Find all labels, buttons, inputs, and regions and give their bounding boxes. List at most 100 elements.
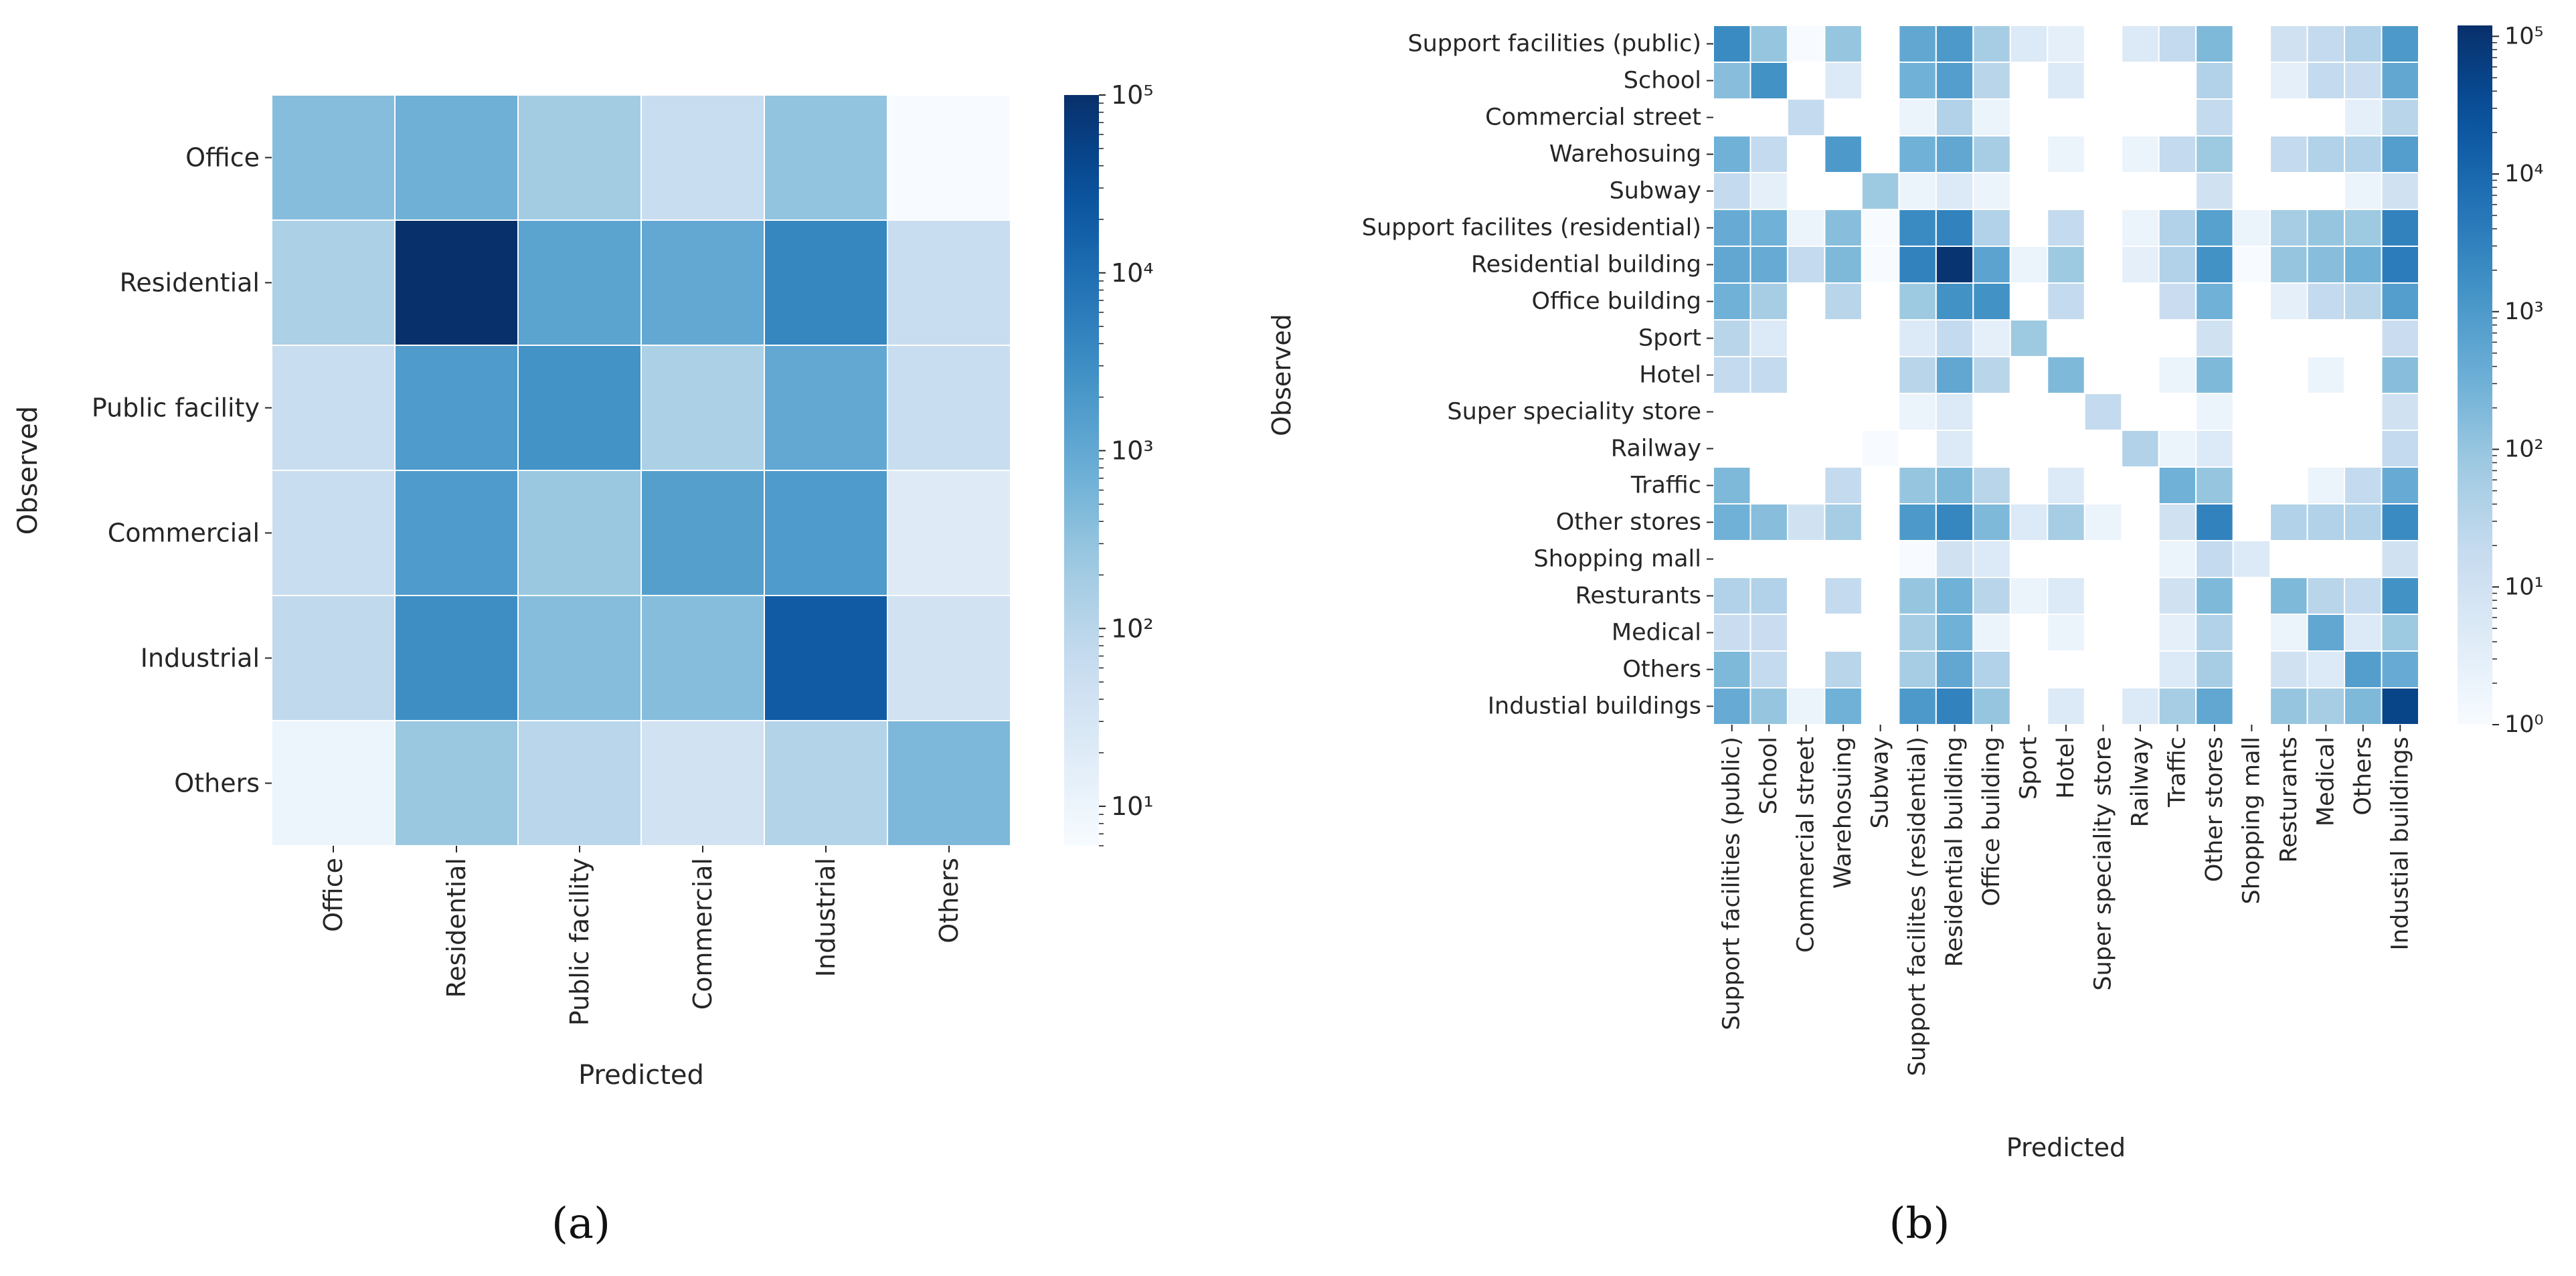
heatmap-a-colorbar-ticks: 10¹ 10² 10³ 10⁴ 10⁵ [1099,80,1154,846]
heatmap-cell [2269,282,2308,321]
colorbar-tick-label: 10³ [1111,436,1154,466]
heatmap-cell [2306,246,2346,284]
column-label-medical: Medical [2312,737,2339,826]
heatmap-cell [2306,577,2346,615]
heatmap-cell [2269,209,2308,247]
heatmap-cell [1898,25,1937,63]
colorbar-tick-label: 10¹ [2504,573,2544,600]
row-label-resturants: Resturants [1575,583,1701,610]
heatmap-cell [1972,614,2011,652]
heatmap-cell [764,470,888,596]
row-label-traffic: Traffic [1630,472,1701,499]
heatmap-cell [2269,614,2308,652]
heatmap-cell [1935,25,1974,63]
heatmap-cell [2269,687,2308,725]
heatmap-cell [2158,503,2197,541]
heatmap-b-colorbar: 10⁰ 10¹ 10² 10³ 10⁴ 10⁵ [2458,23,2544,738]
colorbar-tick-label: 10⁵ [1111,80,1154,110]
heatmap-cell [1972,687,2011,725]
heatmap-cell [2195,282,2234,321]
heatmap-cell [2381,577,2420,615]
heatmap-cell [1749,282,1788,321]
row-label-other-stores: Other stores [1556,509,1701,536]
heatmap-cell [2306,209,2346,247]
heatmap-cell [2158,540,2197,578]
heatmap-cell [2195,540,2234,578]
heatmap-cell [1713,282,1751,321]
heatmap-cell [1935,540,1974,578]
heatmap-cell [271,720,396,846]
heatmap-cell [1972,503,2011,541]
row-label-others: Others [174,769,260,798]
heatmap-cell [271,94,396,221]
heatmap-cell [2158,25,2197,63]
heatmap-cell [2009,577,2049,615]
heatmap-cell [2381,393,2420,431]
heatmap-cell [2344,282,2383,321]
colorbar-tick-label: 10² [1111,614,1154,643]
heatmap-cell [1824,25,1863,63]
row-label-others: Others [1622,656,1701,683]
row-label-sport: Sport [1638,325,1701,352]
heatmap-cell [1749,356,1788,394]
heatmap-cell [2047,209,2085,247]
heatmap-cell [2009,503,2049,541]
heatmap-cell [2306,356,2346,394]
colorbar-tick-label: 10² [2504,436,2544,463]
heatmap-cell [1972,577,2011,615]
heatmap-cell [2344,687,2383,725]
heatmap-cell [2195,466,2234,505]
heatmap-cell [1749,62,1788,100]
heatmap-cell [1972,62,2011,100]
heatmap-cell [2047,62,2085,100]
heatmap-cell [1898,503,1937,541]
heatmap-a-x-axis-label: Predicted [578,1060,704,1091]
heatmap-cell [2158,209,2197,247]
heatmap-cell [2381,209,2420,247]
heatmap-cell [2047,577,2085,615]
heatmap-cell [1786,687,1826,725]
heatmap-cell [2047,25,2085,63]
heatmap-cell [1935,282,1974,321]
column-label-others: Others [2350,737,2377,816]
row-label-residential: Residential [120,268,260,298]
heatmap-cell [1713,135,1751,173]
row-label-railway: Railway [1611,436,1701,462]
heatmap-cell [2381,614,2420,652]
heatmap-cell [2195,356,2234,394]
heatmap-cell [2009,25,2049,63]
heatmap-cell [2083,393,2123,431]
heatmap-cell [1972,172,2011,210]
heatmap-cell [517,219,642,346]
heatmap-cell [517,94,642,221]
heatmap-cell [2195,209,2234,247]
column-label-resturants: Resturants [2276,737,2302,862]
column-label-commercial: Commercial [688,858,717,1010]
heatmap-cell [2195,577,2234,615]
heatmap-cell [1972,135,2011,173]
heatmap-cell [1898,356,1937,394]
heatmap-cell [1898,540,1937,578]
colorbar-tick-label: 10⁵ [2504,23,2544,50]
heatmap-cell [2269,62,2308,100]
heatmap-cell [1786,209,1826,247]
heatmap-cell [2158,282,2197,321]
heatmap-cell [1935,172,1974,210]
heatmap-a-column-labels: Office Residential Public facility Commerci… [319,846,964,1026]
row-label-commercial: Commercial [108,519,260,548]
heatmap-b-x-axis-label: Predicted [2006,1133,2126,1162]
heatmap-cell [2195,503,2234,541]
heatmap-cell [2344,25,2383,63]
heatmap-cell [1898,209,1937,247]
heatmap-cell [2306,650,2346,689]
heatmap-cell [394,94,519,221]
heatmap-cell [1935,687,1974,725]
heatmap-cell [1898,246,1937,284]
column-label-shopping-mall: Shopping mall [2238,737,2265,905]
heatmap-cell [2269,25,2308,63]
heatmap-cell [2047,135,2085,173]
heatmap-cell [1749,503,1788,541]
heatmap-cell [1713,319,1751,357]
heatmap-cell [2195,62,2234,100]
heatmap-cell [1713,687,1751,725]
